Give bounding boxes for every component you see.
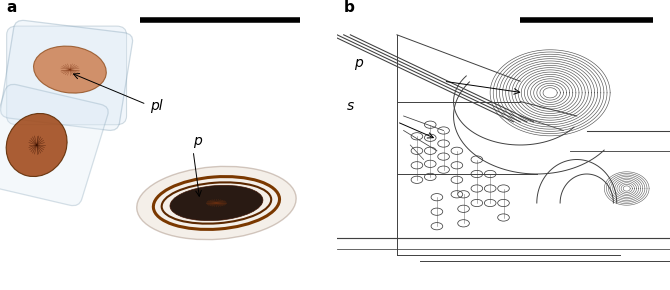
FancyBboxPatch shape: [7, 26, 127, 125]
Ellipse shape: [6, 113, 67, 177]
Text: p: p: [354, 56, 362, 70]
Text: b: b: [344, 0, 354, 14]
Ellipse shape: [170, 185, 263, 221]
Text: pl: pl: [150, 99, 162, 113]
Ellipse shape: [137, 166, 296, 240]
Text: s: s: [347, 99, 354, 113]
Ellipse shape: [34, 46, 107, 93]
FancyBboxPatch shape: [1, 20, 133, 130]
FancyBboxPatch shape: [0, 84, 109, 206]
Text: a: a: [7, 0, 17, 14]
Text: p: p: [193, 134, 202, 148]
